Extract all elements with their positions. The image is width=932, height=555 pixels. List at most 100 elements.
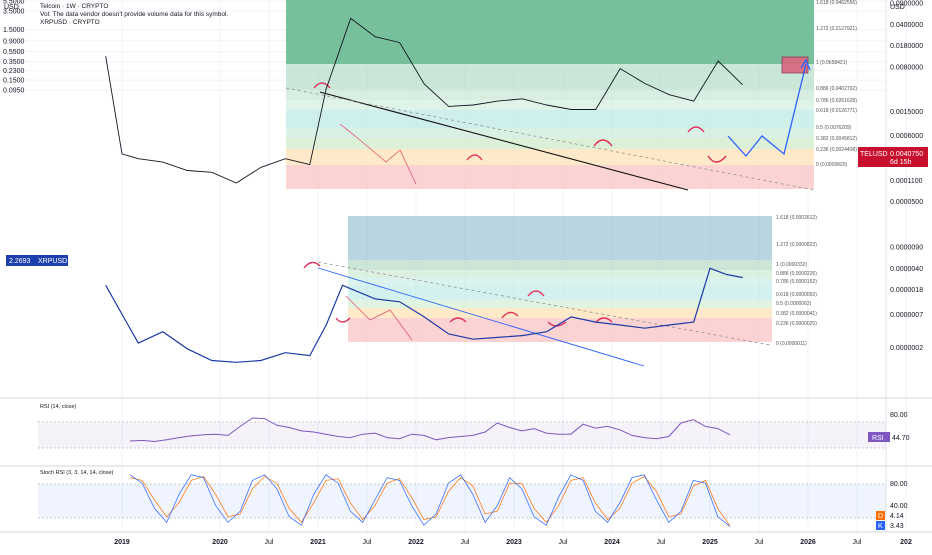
- time-tick-label: 2022: [408, 539, 424, 546]
- corner-unit-right: USD: [890, 4, 905, 11]
- overlay-symbol[interactable]: XRPUSD · CRYPTO: [40, 19, 100, 26]
- stoch-d-line: [129, 476, 731, 527]
- fib-level-label: 0.886 (0.0402702): [816, 86, 857, 92]
- xrp-fib-band-0382: [348, 318, 772, 342]
- arc-marker: [527, 290, 545, 297]
- telcoin-downtrend-line: [319, 91, 689, 191]
- xrp-path-arrow: [345, 295, 413, 341]
- left-axis-tick: 0.2300: [3, 68, 25, 75]
- xrp-tag-symbol: XRPUSD: [38, 258, 67, 265]
- xrp-dashed-trend: [317, 261, 771, 346]
- telcoin-price-tag: TELUSD 0.0040750 6d 15h: [858, 147, 928, 167]
- right-axis-tick: 0.0001100: [890, 178, 923, 185]
- fib-level-label: 0.618 (0.0126771): [816, 108, 857, 114]
- arc-marker: [303, 261, 321, 269]
- right-axis-tick: 0.0015000: [890, 109, 923, 116]
- arc-marker: [687, 126, 705, 133]
- xrp-fib-level-label: 0.236 (0.0000025): [776, 321, 817, 327]
- fib-band-1618: [286, 0, 814, 30]
- fib-band-05: [286, 128, 814, 138]
- right-price-axis[interactable]: 1.20000000.20000000.09000000.04000000.01…: [890, 0, 923, 352]
- rsi-line: [129, 417, 731, 443]
- fib-band-0886: [286, 90, 814, 100]
- fib-level-label: 0.5 (0.0076209): [816, 125, 852, 131]
- xrp-fib-level-label: 1 (0.0000332): [776, 262, 807, 268]
- stoch-tick-80: 80.00: [890, 481, 908, 488]
- corner-unit-left: USD: [4, 4, 19, 11]
- telcoin-tag-price: 0.0040750: [890, 151, 923, 158]
- telcoin-path-arrow: [339, 123, 417, 185]
- xrp-tag-price: 2.2693: [9, 258, 31, 265]
- left-axis-tick: 0.0950: [3, 88, 25, 95]
- right-axis-tick: 0.0000018: [890, 287, 923, 294]
- arc-marker: [449, 317, 467, 323]
- right-axis-tick: 0.0180000: [890, 43, 923, 50]
- xrp-fib-band-0786: [348, 286, 772, 300]
- xrp-fib-level-label: 0 (0.0000011): [776, 341, 807, 347]
- right-axis-tick: 0.0000007: [890, 312, 923, 319]
- fib-level-label: 0.236 (0.0024408): [816, 147, 857, 153]
- fib-level-label: 0.382 (0.0045812): [816, 136, 857, 142]
- xrp-fib-labels: 1.618 (0.0002612) 1.272 (0.0000823) 1 (0.0…: [776, 215, 817, 347]
- time-tick-label: 2020: [212, 539, 228, 546]
- fib-band-0618: [286, 110, 814, 128]
- rsi-tag-label: RSI: [872, 435, 884, 442]
- projection-path: [727, 58, 811, 158]
- stoch-k-tag-box: [876, 521, 885, 530]
- xrp-price-tag: 2.2693 XRPUSD: [6, 255, 68, 266]
- time-tick-label: 2023: [506, 539, 522, 546]
- arc-marker: [335, 317, 351, 323]
- xrp-fib-zone: [348, 216, 772, 342]
- time-tick-label: Jul: [265, 539, 274, 546]
- stoch-d-label: D: [878, 513, 883, 520]
- stoch-tick-40: 40.00: [890, 503, 908, 510]
- time-tick-label: 202: [900, 539, 912, 546]
- xrp-tag-box: [6, 255, 68, 266]
- time-tick-label: Jul: [559, 539, 568, 546]
- left-axis-tick: 5.5000: [3, 0, 25, 6]
- telcoin-fib-labels: 1.618 (0.9462556) 1.272 (0.2127921) 1 (0.0…: [816, 0, 857, 168]
- time-tick-label: 2026: [800, 539, 816, 546]
- xrp-fib-band-0618: [348, 300, 772, 308]
- time-tick-label: Jul: [363, 539, 372, 546]
- time-tick-label: Jul: [461, 539, 470, 546]
- right-axis-tick: 0.0400000: [890, 22, 923, 29]
- left-price-axis[interactable]: 600.0000360.0000220.0000140.000090.00005…: [3, 0, 32, 95]
- right-axis-tick: 0.0080000: [890, 64, 923, 71]
- rsi-panel[interactable]: RSI (14, close) 80.00 RSI 44.70: [38, 404, 910, 449]
- xrp-downtrend-line: [317, 267, 645, 367]
- fib-level-label: 1 (0.0658421): [816, 60, 847, 66]
- telcoin-tag-symbol: TELUSD: [860, 151, 888, 158]
- rsi-title: RSI (14, close): [40, 404, 77, 410]
- xrp-fib-level-label: 1.618 (0.0002612): [776, 215, 817, 221]
- stoch-rsi-panel[interactable]: Stoch RSI (3, 3, 14, 14, close) 80.00 40…: [38, 470, 908, 530]
- arc-marker: [593, 139, 613, 147]
- fib-band-1272: [286, 30, 814, 64]
- xrp-fib-band-05: [348, 308, 772, 318]
- stoch-title: Stoch RSI (3, 3, 14, 14, close): [40, 470, 114, 476]
- arc-marker: [595, 317, 613, 323]
- xrp-fib-band-1: [348, 270, 772, 278]
- time-tick-label: Jul: [755, 539, 764, 546]
- telcoin-price-line: [105, 17, 744, 184]
- pattern-arcs: [303, 82, 727, 327]
- xrp-fib-band-1618: [348, 216, 772, 260]
- time-tick-label: 2019: [114, 539, 130, 546]
- time-tick-label: Jul: [657, 539, 666, 546]
- telcoin-fib-zone: [286, 0, 814, 189]
- fib-level-label: 0 (0.0009820): [816, 162, 847, 168]
- fib-band-0786: [286, 100, 814, 110]
- volume-note: Vol: The data vendor doesn't provide vol…: [40, 11, 229, 18]
- stoch-k-value: 3.43: [890, 523, 904, 530]
- telcoin-tag-box: [858, 147, 928, 167]
- rsi-band: [38, 422, 886, 448]
- fib-band-0236: [286, 149, 814, 165]
- chart-title[interactable]: Telcoin · 1W · CRYPTO: [40, 3, 109, 10]
- right-axis-tick: 0.0006000: [890, 133, 923, 140]
- left-axis-tick: 0.5500: [3, 49, 25, 56]
- time-axis[interactable]: 2019 2020 Jul 2021 Jul 2022 Jul 2023 Jul 2024 Jul 2…: [114, 539, 912, 546]
- left-axis-tick: 0.3500: [3, 59, 25, 66]
- stoch-band: [38, 484, 886, 518]
